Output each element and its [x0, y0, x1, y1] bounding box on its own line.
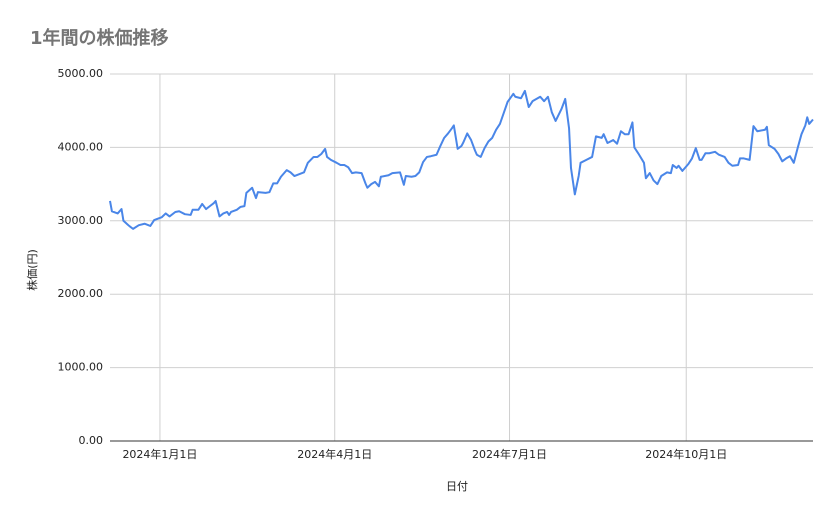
y-tick-label: 5000.00 [58, 67, 104, 80]
x-axis-label: 日付 [446, 480, 468, 493]
x-tick-label: 2024年1月1日 [122, 447, 197, 461]
y-tick-label: 0.00 [79, 434, 104, 447]
x-tick-label: 2024年4月1日 [297, 447, 372, 461]
x-tick-label: 2024年7月1日 [472, 447, 547, 461]
y-tick-label: 2000.00 [58, 287, 104, 300]
y-tick-label: 3000.00 [58, 214, 104, 227]
price-line [109, 89, 814, 230]
y-axis-label: 株価(円) [25, 249, 39, 291]
y-tick-label: 1000.00 [58, 361, 104, 374]
y-tick-label: 4000.00 [58, 140, 104, 153]
x-tick-label: 2024年10月1日 [645, 447, 727, 461]
chart-title: 1年間の株価推移 [30, 27, 169, 49]
